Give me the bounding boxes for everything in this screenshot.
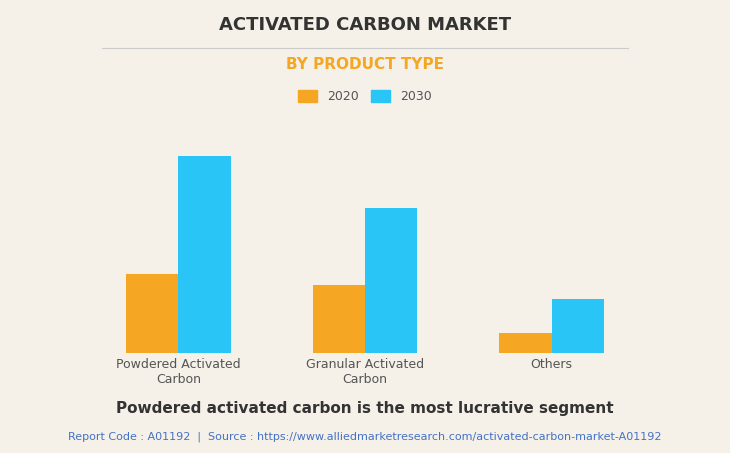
Bar bbox=[365, 208, 418, 353]
Text: ACTIVATED CARBON MARKET: ACTIVATED CARBON MARKET bbox=[219, 16, 511, 34]
Bar bbox=[126, 274, 178, 353]
Bar bbox=[499, 333, 552, 353]
Text: Report Code : A01192  |  Source : https://www.alliedmarketresearch.com/activated: Report Code : A01192 | Source : https://… bbox=[68, 431, 662, 442]
Legend: 2020, 2030: 2020, 2030 bbox=[296, 88, 434, 106]
Text: Powdered activated carbon is the most lucrative segment: Powdered activated carbon is the most lu… bbox=[116, 401, 614, 416]
Bar bbox=[552, 299, 604, 353]
Text: BY PRODUCT TYPE: BY PRODUCT TYPE bbox=[286, 57, 444, 72]
Bar bbox=[312, 285, 365, 353]
Bar bbox=[178, 156, 231, 353]
